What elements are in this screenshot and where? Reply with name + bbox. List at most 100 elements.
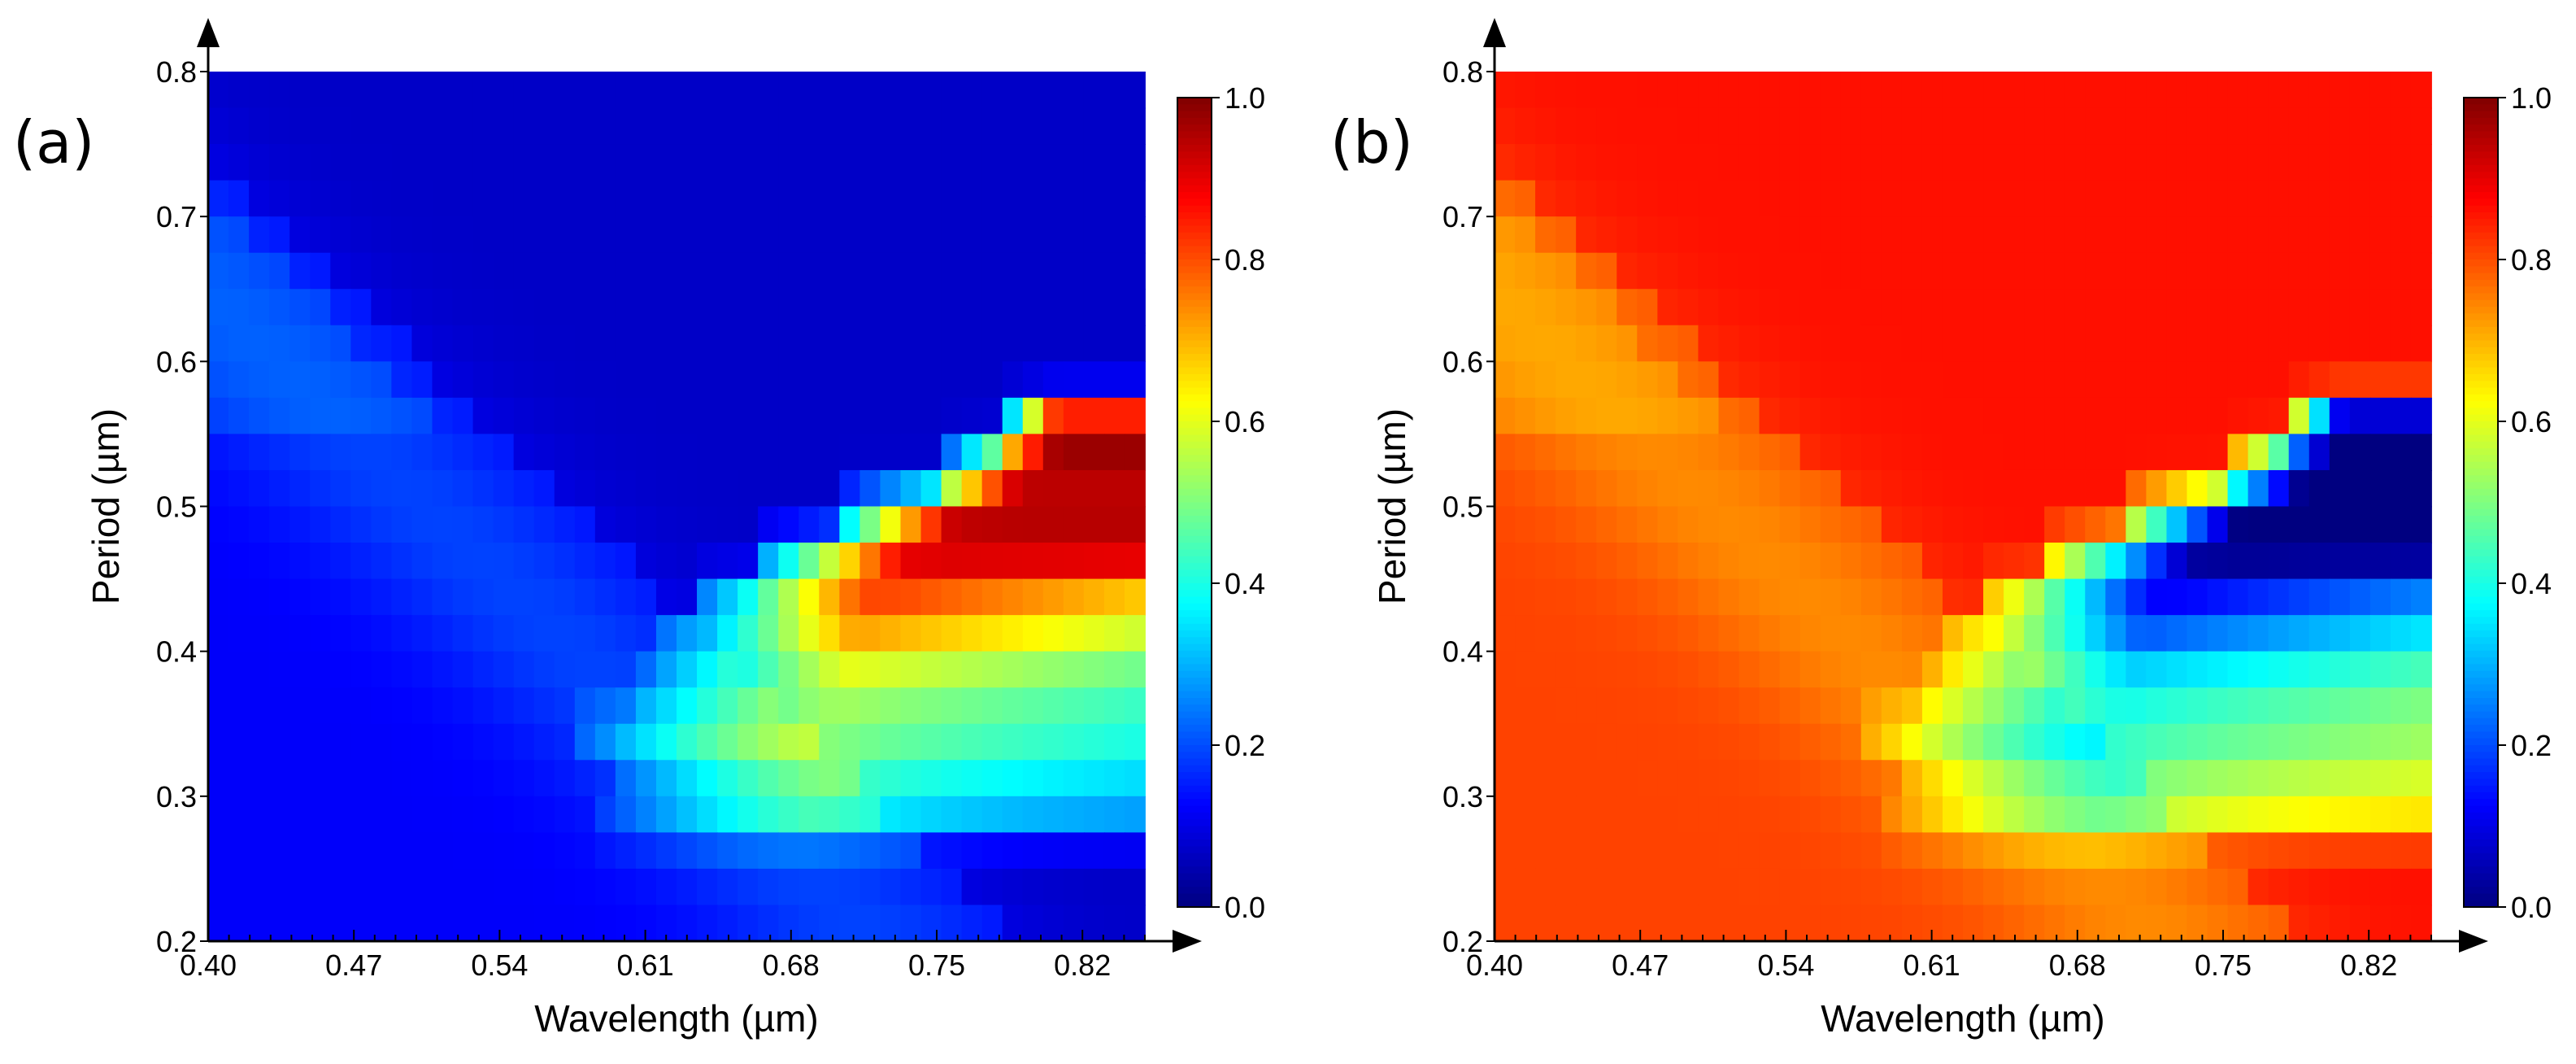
heatmap-cell — [961, 180, 983, 218]
heatmap-cell — [1820, 760, 1842, 797]
colorbar-segment — [2464, 273, 2498, 281]
heatmap-cell — [1860, 723, 1882, 761]
heatmap-cell — [2004, 289, 2026, 326]
heatmap-cell — [1738, 107, 1760, 145]
colorbar-segment — [1177, 603, 1212, 611]
heatmap-cell — [1963, 832, 1984, 870]
heatmap-cell — [2227, 832, 2249, 870]
heatmap-cell — [1535, 434, 1557, 471]
heatmap-cell — [554, 687, 576, 725]
heatmap-cell — [1901, 72, 1923, 109]
heatmap-cell — [432, 289, 454, 326]
heatmap-cell — [1124, 289, 1146, 326]
heatmap-cell — [1657, 397, 1679, 435]
heatmap-cell — [2044, 796, 2066, 834]
heatmap-cell — [961, 361, 983, 399]
heatmap-cell — [2044, 868, 2066, 906]
heatmap-cell — [1921, 905, 1943, 942]
colorbar-segment — [2464, 475, 2498, 483]
heatmap-cell — [778, 543, 800, 580]
heatmap-cell — [1698, 723, 1720, 761]
heatmap-cell — [961, 760, 983, 797]
heatmap-cell — [1901, 543, 1923, 580]
heatmap-cell — [655, 796, 677, 834]
heatmap-cell — [371, 434, 393, 471]
heatmap-cell — [697, 687, 718, 725]
heatmap-cell — [1556, 687, 1577, 725]
heatmap-cell — [574, 289, 596, 326]
heatmap-cell — [2268, 651, 2290, 689]
heatmap-cell — [2288, 868, 2310, 906]
heatmap-cell — [2044, 615, 2066, 652]
heatmap-cell — [1063, 144, 1085, 181]
heatmap-cell — [2268, 216, 2290, 254]
heatmap-cell — [228, 361, 250, 399]
heatmap-cell — [1083, 252, 1105, 290]
heatmap-cell — [1022, 107, 1044, 145]
heatmap-cell — [1779, 868, 1801, 906]
heatmap-cell — [1042, 434, 1064, 471]
heatmap-cell — [391, 506, 413, 543]
heatmap-cell — [452, 905, 474, 942]
colorbar-segment — [1177, 475, 1212, 483]
heatmap-cell — [2308, 361, 2330, 399]
heatmap-cell — [472, 868, 494, 906]
heatmap-cell — [2065, 905, 2086, 942]
heatmap-cell — [269, 868, 291, 906]
heatmap-cell — [554, 868, 576, 906]
heatmap-cell — [2126, 615, 2147, 652]
colorbar-segment — [1177, 401, 1212, 409]
heatmap-cell — [493, 361, 515, 399]
heatmap-cell — [1022, 469, 1044, 508]
colorbar-segment — [2464, 232, 2498, 240]
heatmap-cell — [1637, 723, 1659, 761]
colorbar-segment — [2464, 495, 2498, 504]
heatmap-cell — [310, 469, 332, 508]
heatmap-cell — [574, 543, 596, 580]
heatmap-cell — [432, 868, 454, 906]
heatmap-cell — [1779, 325, 1801, 363]
heatmap-cell — [2390, 289, 2412, 326]
heatmap-cell — [1022, 361, 1044, 399]
heatmap-cell — [2369, 72, 2391, 109]
colorbar-segment — [1177, 225, 1212, 233]
heatmap-cell — [981, 469, 1003, 508]
heatmap-cell — [1779, 216, 1801, 254]
heatmap-cell — [371, 216, 393, 254]
colorbar-segment — [1177, 205, 1212, 213]
heatmap-cell — [1063, 180, 1085, 218]
heatmap-cell — [1779, 506, 1801, 543]
heatmap-cell — [208, 397, 229, 435]
heatmap-cell — [1657, 687, 1679, 725]
heatmap-cell — [1535, 687, 1557, 725]
heatmap-cell — [1901, 397, 1923, 435]
heatmap-cell — [2105, 72, 2127, 109]
heatmap-cell — [2390, 796, 2412, 834]
heatmap-cell — [1495, 760, 1516, 797]
heatmap-cell — [1063, 434, 1085, 471]
heatmap-cell — [655, 868, 677, 906]
heatmap-cell — [1942, 72, 1964, 109]
heatmap-cell — [1759, 144, 1781, 181]
x-tick-label: 0.68 — [2049, 948, 2106, 982]
heatmap-cell — [1495, 252, 1516, 290]
heatmap-cell — [1515, 687, 1536, 725]
heatmap-cell — [1576, 289, 1598, 326]
heatmap-cell — [1738, 543, 1760, 580]
heatmap-cell — [1840, 107, 1862, 145]
heatmap-cell — [1921, 868, 1943, 906]
heatmap-cell — [1617, 687, 1638, 725]
heatmap-cell — [2288, 615, 2310, 652]
colorbar-segment — [2464, 414, 2498, 422]
heatmap-cell — [1677, 397, 1699, 435]
heatmap-cell — [2207, 506, 2229, 543]
heatmap-cell — [1921, 469, 1943, 508]
heatmap-cell — [2024, 397, 2046, 435]
heatmap-cell — [1637, 72, 1659, 109]
heatmap-cell — [981, 397, 1003, 435]
heatmap-cell — [961, 615, 983, 652]
heatmap-cell — [1921, 687, 1943, 725]
heatmap-cell — [981, 687, 1003, 725]
heatmap-cell — [411, 72, 433, 109]
heatmap-cell — [920, 72, 942, 109]
